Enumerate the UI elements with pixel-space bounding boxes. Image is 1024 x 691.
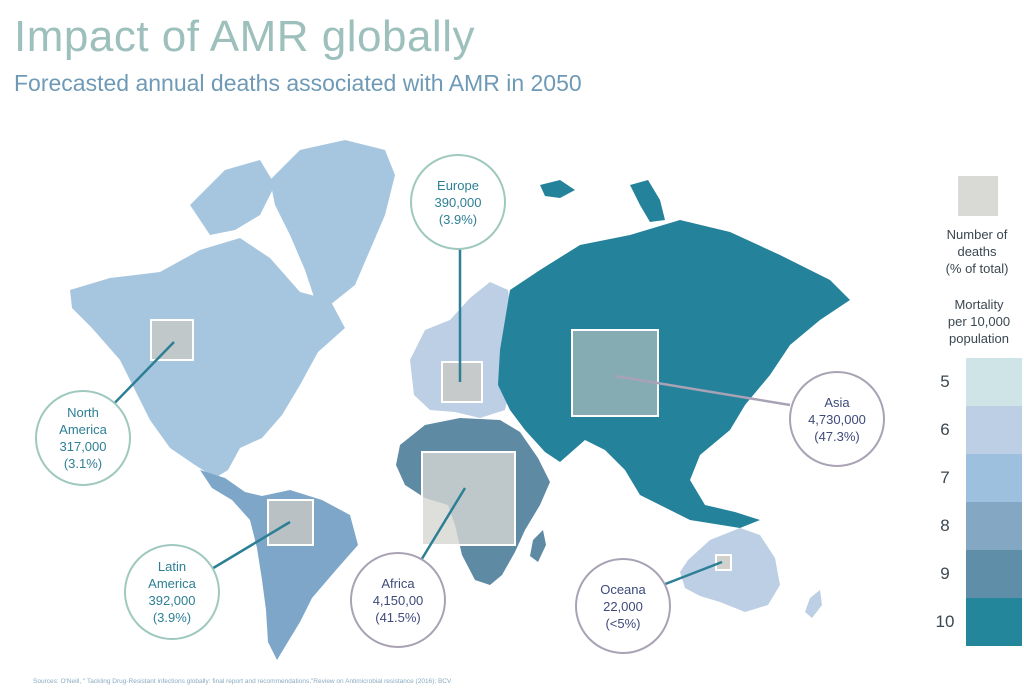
sources-footnote: Sources: O'Neill, " Tackling Drug-Resist… — [33, 678, 452, 685]
scale-swatch-7 — [966, 454, 1022, 502]
oceana-leader-line — [654, 560, 723, 590]
latin-america-callout: Latin America 392,000 (3.9%) — [124, 544, 220, 640]
latin-america-name-line-2: America — [148, 576, 196, 591]
deaths-legend-line-1: Number of — [946, 227, 1008, 242]
scale-swatch-6 — [966, 406, 1022, 454]
africa-name: Africa — [381, 575, 415, 591]
latin-america-shape — [200, 470, 358, 660]
latin-america-deaths: 392,000 — [148, 593, 196, 608]
mortality-legend-line-3: population — [949, 331, 1009, 346]
asia-leader-line — [614, 374, 791, 407]
asia-deaths: 4,730,000 — [808, 411, 866, 427]
africa-leader-line — [418, 487, 467, 563]
scale-label-10: 10 — [935, 612, 955, 631]
north-america-deaths: 317,000 — [59, 439, 107, 454]
north-america-name-line-1: North — [67, 405, 99, 420]
page-subtitle: Forecasted annual deaths associated with… — [14, 70, 582, 96]
scale-label-6: 6 — [940, 420, 950, 439]
oceana-share: (<5%) — [605, 615, 641, 631]
arctic-islands-shape — [190, 160, 275, 235]
europe-deaths: 390,000 — [434, 194, 482, 210]
svalbard-islands-shape — [540, 180, 575, 198]
europe-deaths-square — [441, 361, 483, 403]
page-title: Impact of AMR globally — [14, 12, 475, 61]
scale-swatch-10 — [966, 598, 1022, 646]
asia-name: Asia — [824, 394, 850, 410]
asia-shape — [498, 220, 850, 528]
mortality-legend-line-2: per 10,000 — [947, 314, 1011, 329]
north-america-name-line-2: America — [59, 422, 107, 437]
scale-swatch-9 — [966, 550, 1022, 598]
scale-swatch-5 — [966, 358, 1022, 406]
oceana-callout: Oceana 22,000 (<5%) — [575, 558, 671, 654]
africa-callout: Africa 4,150,00 (41.5%) — [350, 552, 446, 648]
africa-deaths: 4,150,00 — [372, 592, 424, 608]
north-america-share: (3.1%) — [63, 456, 103, 471]
africa-share: (41.5%) — [375, 609, 421, 625]
deaths-legend-line-3: (% of total) — [945, 261, 1009, 276]
deaths-legend-label: Number of deaths (% of total) — [930, 226, 1024, 277]
greenland-shape — [270, 140, 395, 305]
north-america-shape — [70, 238, 345, 478]
asia-callout: Asia 4,730,000 (47.3%) — [789, 371, 885, 467]
scale-label-9: 9 — [940, 564, 950, 583]
europe-share: (3.9%) — [438, 211, 478, 227]
asia-share: (47.3%) — [814, 428, 860, 444]
latin-america-name-line-1: Latin — [157, 559, 187, 574]
latin-america-share: (3.9%) — [152, 610, 192, 625]
north-america-callout: North America 317,000 (3.1%) — [35, 390, 131, 486]
mortality-legend-label: Mortality per 10,000 population — [934, 296, 1024, 347]
scale-swatch-8 — [966, 502, 1022, 550]
oceana-deaths-square — [715, 554, 732, 571]
scale-label-7: 7 — [940, 468, 950, 487]
deaths-legend-swatch — [958, 176, 998, 216]
europe-callout: Europe 390,000 (3.9%) — [410, 154, 506, 250]
africa-deaths-square — [421, 451, 516, 546]
oceana-name: Oceana — [600, 581, 646, 597]
mortality-legend-line-1: Mortality — [954, 297, 1004, 312]
latin-america-leader-line — [209, 520, 291, 572]
new-zealand-shape — [805, 590, 822, 618]
oceana-deaths: 22,000 — [603, 598, 643, 614]
madagascar-shape — [530, 530, 546, 562]
scale-label-8: 8 — [940, 516, 950, 535]
north-america-deaths-square — [150, 319, 194, 361]
deaths-legend-line-2: deaths — [957, 244, 997, 259]
asia-deaths-square — [571, 329, 659, 417]
russia-arctic-islands-shape — [630, 180, 665, 222]
scale-label-5: 5 — [940, 372, 950, 391]
europe-name: Europe — [437, 177, 479, 193]
latin-america-deaths-square — [267, 499, 314, 546]
mortality-color-scale — [966, 358, 1022, 646]
